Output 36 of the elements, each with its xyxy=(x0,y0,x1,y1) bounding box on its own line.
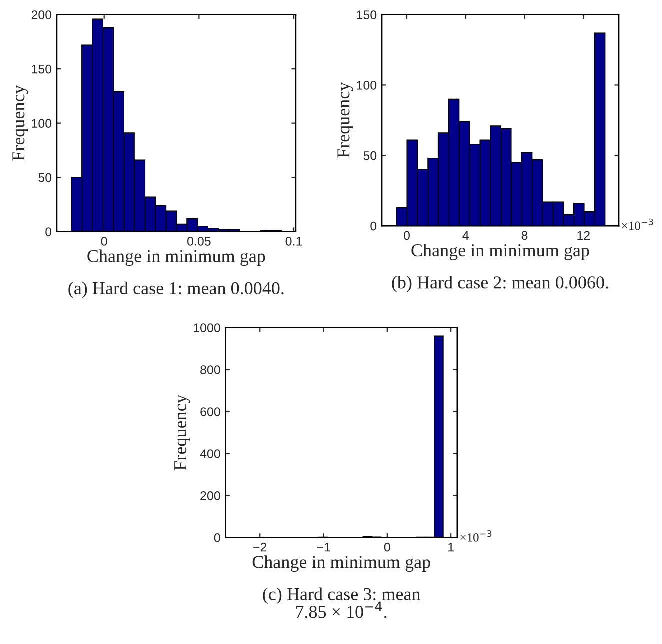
x-tick-label: 0 xyxy=(384,542,390,552)
y-tick-label: 150 xyxy=(32,64,52,74)
x-tick-label: 0.05 xyxy=(188,237,211,246)
x-tick-label: −2 xyxy=(254,542,267,552)
x-axis-title: Change in minimum gap xyxy=(412,244,590,260)
text: ×10$^{−3}$ xyxy=(622,218,654,230)
x-tick-label: −1 xyxy=(317,543,330,552)
x-tick-label: 1 xyxy=(448,543,454,552)
y-tick-label: 600 xyxy=(200,408,220,416)
text: (b) Hard case 2: mean 0.0060. xyxy=(392,276,608,292)
y-axis-title: Frequency xyxy=(12,85,28,161)
y-tick-label: 100 xyxy=(32,119,52,128)
text: ×10$^{−3}$ xyxy=(460,530,492,542)
x-tick-label: 0.1 xyxy=(286,237,302,246)
y-tick-label: 150 xyxy=(357,10,377,20)
x-tick-label: 8 xyxy=(522,231,528,240)
x-axis-title: Change in minimum gap xyxy=(252,556,430,572)
text: (c) Hard case 3: mean 7.85 × 10$^{−4}$. xyxy=(263,588,421,618)
x-tick-label: 0 xyxy=(404,231,410,240)
y-tick-label: 200 xyxy=(200,492,220,500)
y-tick-label: 400 xyxy=(200,450,220,458)
y-tick-label: 0 xyxy=(370,222,377,231)
y-axis-title: Frequency xyxy=(174,394,190,470)
y-tick-label: 100 xyxy=(357,81,377,90)
x-tick-label: 0 xyxy=(101,237,108,246)
y-tick-label: 1000 xyxy=(194,324,220,332)
y-tick-label: 50 xyxy=(364,151,377,160)
y-tick-label: 800 xyxy=(200,366,220,374)
y-tick-label: 50 xyxy=(38,173,52,182)
x-tick-label: 4 xyxy=(462,231,469,240)
x-tick-label: 12 xyxy=(578,231,590,240)
y-tick-label: 0 xyxy=(214,534,220,542)
y-axis-title: Frequency xyxy=(338,82,354,158)
text: (a) Hard case 1: mean 0.0040. xyxy=(68,282,284,298)
y-tick-label: 200 xyxy=(32,10,52,20)
x-axis-title: Change in minimum gap xyxy=(88,250,266,266)
